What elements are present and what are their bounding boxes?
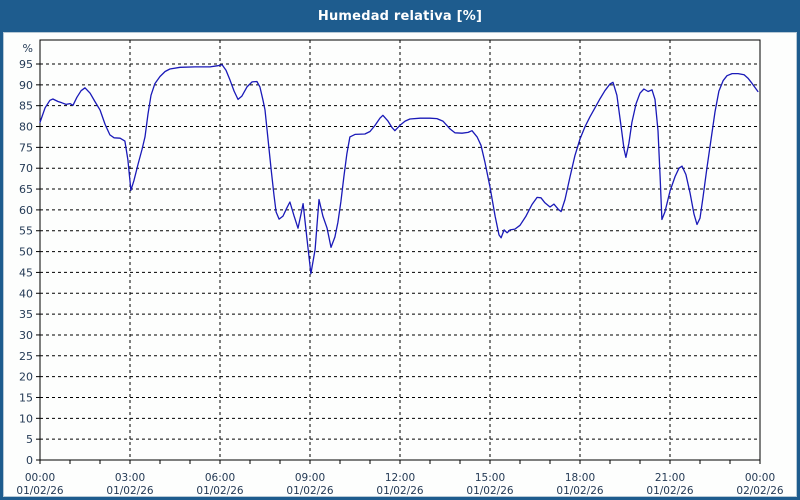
svg-text:60: 60 xyxy=(19,204,33,217)
x-tick-date: 02/02/26 xyxy=(736,485,783,496)
svg-text:55: 55 xyxy=(19,225,33,238)
x-tick-date: 01/02/26 xyxy=(646,485,693,496)
x-tick-date: 01/02/26 xyxy=(376,485,423,496)
x-tick-time: 12:00 xyxy=(385,472,415,484)
svg-text:10: 10 xyxy=(19,412,33,425)
svg-text:45: 45 xyxy=(19,266,33,279)
svg-text:80: 80 xyxy=(19,121,33,134)
x-tick-date: 01/02/26 xyxy=(466,485,513,496)
x-tick-date: 01/02/26 xyxy=(286,485,333,496)
x-tick-time: 21:00 xyxy=(655,472,685,484)
x-tick-time: 06:00 xyxy=(205,472,235,484)
x-tick-date: 01/02/26 xyxy=(106,485,153,496)
svg-text:20: 20 xyxy=(19,371,33,384)
svg-text:95: 95 xyxy=(19,58,33,71)
svg-text:65: 65 xyxy=(19,183,33,196)
x-tick-time: 03:00 xyxy=(115,472,145,484)
svg-text:75: 75 xyxy=(19,141,33,154)
grid-lines xyxy=(40,40,760,460)
x-tick-date: 01/02/26 xyxy=(196,485,243,496)
humidity-line xyxy=(39,64,759,275)
x-tick-time: 09:00 xyxy=(295,472,325,484)
svg-text:35: 35 xyxy=(19,308,33,321)
x-tick-date: 01/02/26 xyxy=(16,485,63,496)
svg-text:85: 85 xyxy=(19,100,33,113)
svg-text:15: 15 xyxy=(19,391,33,404)
svg-text:70: 70 xyxy=(19,162,33,175)
svg-text:90: 90 xyxy=(19,79,33,92)
y-axis-unit-label: % xyxy=(23,42,33,55)
svg-text:0: 0 xyxy=(26,454,33,467)
x-axis-labels: 00:0001/02/2603:0001/02/2606:0001/02/260… xyxy=(16,472,783,496)
x-tick-time: 00:00 xyxy=(745,472,775,484)
chart-plot-area: 0 5 10 15 20 25 30 35 40 45 50 55 60 65 70 75 80 85 90 95% 0… xyxy=(3,32,797,497)
svg-text:40: 40 xyxy=(19,287,33,300)
x-tick-time: 15:00 xyxy=(475,472,505,484)
x-tick-time: 18:00 xyxy=(565,472,595,484)
x-tick-date: 01/02/26 xyxy=(556,485,603,496)
humidity-line-chart: 05101520253035404550556065707580859095%0… xyxy=(16,39,784,496)
page-title: Humedad relativa [%] xyxy=(317,8,483,24)
chart-title-bar: Humedad relativa [%] xyxy=(0,0,800,32)
svg-text:30: 30 xyxy=(19,329,33,342)
svg-text:5: 5 xyxy=(26,433,33,446)
x-tick-time: 00:00 xyxy=(25,472,55,484)
y-axis-labels: 0 5 10 15 20 25 30 35 40 45 50 55 60 65 70 75 80 85 90 95% xyxy=(19,42,33,467)
axis-ticks xyxy=(36,63,761,464)
svg-text:25: 25 xyxy=(19,350,33,363)
svg-text:50: 50 xyxy=(19,246,33,259)
